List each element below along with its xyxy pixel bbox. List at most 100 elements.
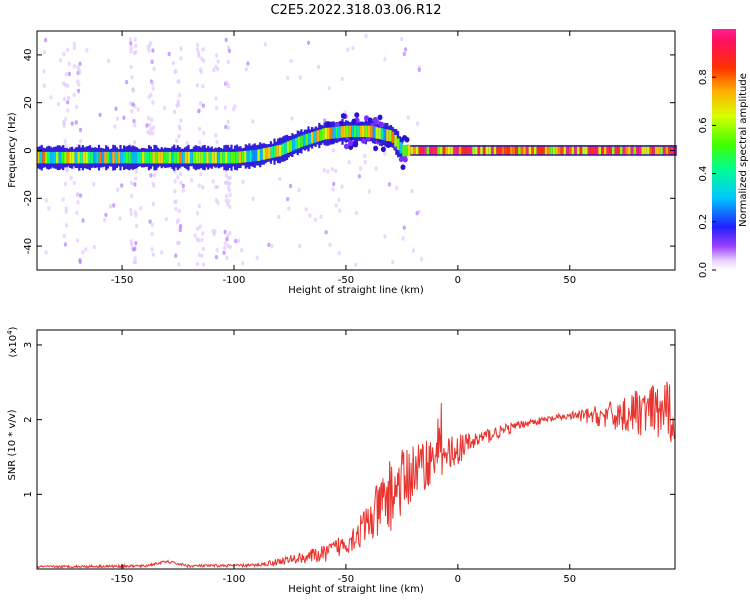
spectrogram-noise-speckle [354,262,358,267]
spectrogram-ridge-cell [434,146,438,155]
spectrogram-noise-speckle [176,102,180,107]
spectrogram-ridge-cell [241,151,244,163]
spectrogram-noise-speckle [66,83,70,89]
spectrogram-noise-speckle [129,64,133,70]
spectrogram-noise-speckle [201,47,205,52]
spectrogram-noise-speckle [224,173,228,178]
spectrogram-noise-speckle [415,211,419,216]
spectrogram-ridge-cell [370,126,373,138]
spectrogram-ridge-cell [332,127,336,139]
spectrogram-noise-speckle [113,124,117,129]
spectrogram-ridge-cell [313,131,317,143]
spectrogram-noise-speckle [354,210,358,216]
spectrogram-blob [364,115,369,121]
spectrogram-noise-speckle [201,262,206,267]
spectrogram-ridge-cell [187,151,190,164]
spectrogram-noise-speckle [171,61,175,66]
spectrogram-noise-speckle [234,238,238,244]
spectrogram-ridge-cell [394,135,397,147]
spectrogram-noise-speckle [147,48,151,53]
spectrogram-noise-speckle [363,153,367,159]
spectrogram-noise-speckle [125,79,129,85]
spectrogram-noise-speckle [174,69,178,74]
spectrogram-noise-speckle [133,37,137,42]
spectrogram-ridge-cell [195,151,199,164]
spectrogram-noise-speckle [129,211,133,217]
spectrogram-noise-speckle [42,69,46,74]
spectrogram-noise-speckle [64,181,68,187]
spectrogram-ridge-cell [262,148,266,160]
spectrogram-noise-speckle [227,48,231,54]
spectrogram-ridge-cell [603,146,607,155]
spectrogram-noise-speckle [136,107,140,112]
spectrogram-noise-speckle [59,58,63,63]
spectrogram-ridge-cell [464,146,467,155]
spectrogram-noise-speckle [316,64,321,70]
spectrogram-ridge-cell [386,129,389,141]
spectrogram-noise-speckle [120,183,124,188]
spectrogram-ridge-cell [536,146,540,155]
spectrogram-noise-speckle [67,71,71,77]
snr-y-tick-label: 3 [23,342,34,348]
spectrogram-noise-speckle [227,45,231,50]
spectrogram-noise-speckle [139,205,143,211]
snr-series-line [36,381,675,569]
spectrogram-noise-speckle [131,87,135,92]
spectrogram-ridge-cell [625,146,628,155]
spectrogram-noise-speckle [226,180,230,186]
spectrogram-ridge-cell [182,151,185,164]
spectrogram-noise-speckle [167,51,171,57]
spectrogram-ridge-cell [488,146,491,155]
spectrogram-noise-speckle [129,45,133,51]
spectrogram-ridge-cell [297,136,301,149]
spectrogram-ridge-cell [294,137,298,150]
spectrogram-y-label: Frequency (Hz) [7,112,18,188]
spectrogram-ridge-cell [418,146,422,155]
spectrogram-ridge-cell [192,151,196,164]
spectrogram-noise-speckle [225,255,229,260]
spectrogram-ridge-cell [198,151,201,164]
spectrogram-blob [351,118,357,125]
spectrogram-noise-speckle [148,122,152,128]
spectrogram-ridge-cell [268,147,271,159]
spectrogram-noise-speckle [417,67,421,73]
spectrogram-noise-speckle [224,194,229,199]
spectrogram-noise-speckle [69,175,73,181]
spectrogram-ridge-cell [93,151,96,164]
spectrogram-noise-speckle [319,214,323,219]
spectrogram-noise-speckle [402,51,406,57]
spectrogram-ridge-cell [378,127,381,140]
spectrogram-ridge-cell [273,145,276,158]
spectrogram-ridge-cell [611,146,615,155]
spectrogram-noise-speckle [358,166,363,171]
spectrogram-noise-speckle [63,242,67,247]
spectrogram-ridge-cell [579,146,583,155]
spectrogram-x-ticks: -150 -100 -50 0 50 [111,31,576,286]
spectrogram-ridge-cell [354,125,357,138]
snr-exponent: (x104) [6,326,19,357]
spectrogram-ridge-cell [251,150,255,162]
spectrogram-ridge-cell [141,151,145,164]
spectrogram-blob [374,119,380,125]
spectrogram-ridge-cell [485,146,489,155]
spectrogram-noise-speckle [420,257,424,262]
spectrogram-ridge-cell [662,146,666,155]
spectrogram-noise-speckle [152,66,156,72]
spectrogram-noise-speckle [129,41,133,46]
spectrogram-noise-speckle [162,105,167,111]
colorbar-tick-label: 0.8 [698,69,709,85]
spectrogram-noise-speckle [200,237,204,243]
spectrogram-noise-speckle [150,117,154,123]
spectrogram-ridge-cell [152,151,156,164]
spectrogram-ridge-cell [286,141,290,153]
spectrogram-ridge-cell [477,146,481,155]
spectrogram-noise-speckle [67,95,71,101]
snr-panel: -150 -100 -50 0 50 1 2 3 Height of straight li… [6,326,676,595]
spectrogram-noise-speckle [173,179,177,184]
spectrogram-ridge-cell [47,151,51,164]
spectrogram-noise-speckle [84,247,88,252]
spectrogram-ridge-cell [547,146,550,155]
spectrogram-noise-speckle [133,182,137,187]
spectrogram-noise-speckle [346,47,350,52]
spectrogram-noise-speckle [77,82,81,87]
